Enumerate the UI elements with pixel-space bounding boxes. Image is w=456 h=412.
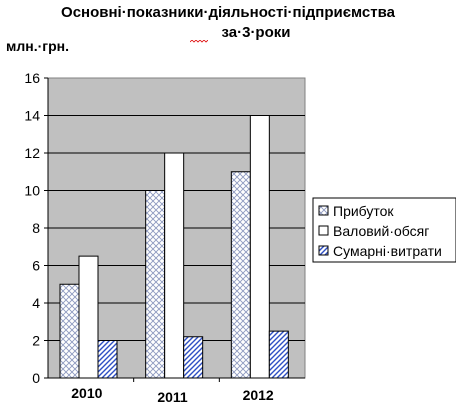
bar-2-2012	[249, 115, 270, 379]
bar-3-2010	[97, 340, 118, 379]
y-tick-label: 0	[32, 370, 40, 386]
legend-swatch-2	[318, 225, 329, 236]
bar-1-2011	[145, 190, 166, 379]
y-tick-label: 16	[24, 70, 40, 86]
bar-2-2010	[78, 255, 99, 379]
bar-3-2011	[183, 336, 204, 379]
y-tick-label: 10	[24, 183, 40, 199]
y-tick-label: 2	[32, 333, 40, 349]
x-tick-label: 2010	[71, 385, 102, 401]
bar-1-2012	[230, 171, 251, 379]
bar-3-2012	[268, 330, 289, 379]
spellcheck-underline	[190, 40, 208, 43]
legend	[312, 197, 456, 263]
x-tick-label: 2012	[243, 387, 274, 403]
bar-2-2011	[164, 152, 185, 379]
legend-swatch-3	[318, 245, 329, 256]
chart-subtitle: за·3·роки	[221, 24, 291, 41]
legend-swatch-1	[318, 205, 329, 216]
x-tick-label: 2011	[157, 389, 188, 405]
y-axis-unit-label: млн.·грн.	[6, 38, 69, 54]
bar-1-2010	[59, 283, 80, 379]
legend-label-2: Валовий·обсяг	[333, 223, 429, 239]
y-tick-label: 6	[32, 258, 40, 274]
chart-title: Основні·показники·діяльності·підприємств…	[61, 4, 395, 21]
legend-label-1: Прибуток	[333, 203, 394, 219]
legend-label-3: Сумарні·витрати	[333, 243, 442, 259]
y-tick-label: 4	[32, 295, 40, 311]
y-tick-label: 8	[32, 220, 40, 236]
y-tick-label: 14	[24, 108, 40, 124]
y-tick-label: 12	[24, 145, 40, 161]
